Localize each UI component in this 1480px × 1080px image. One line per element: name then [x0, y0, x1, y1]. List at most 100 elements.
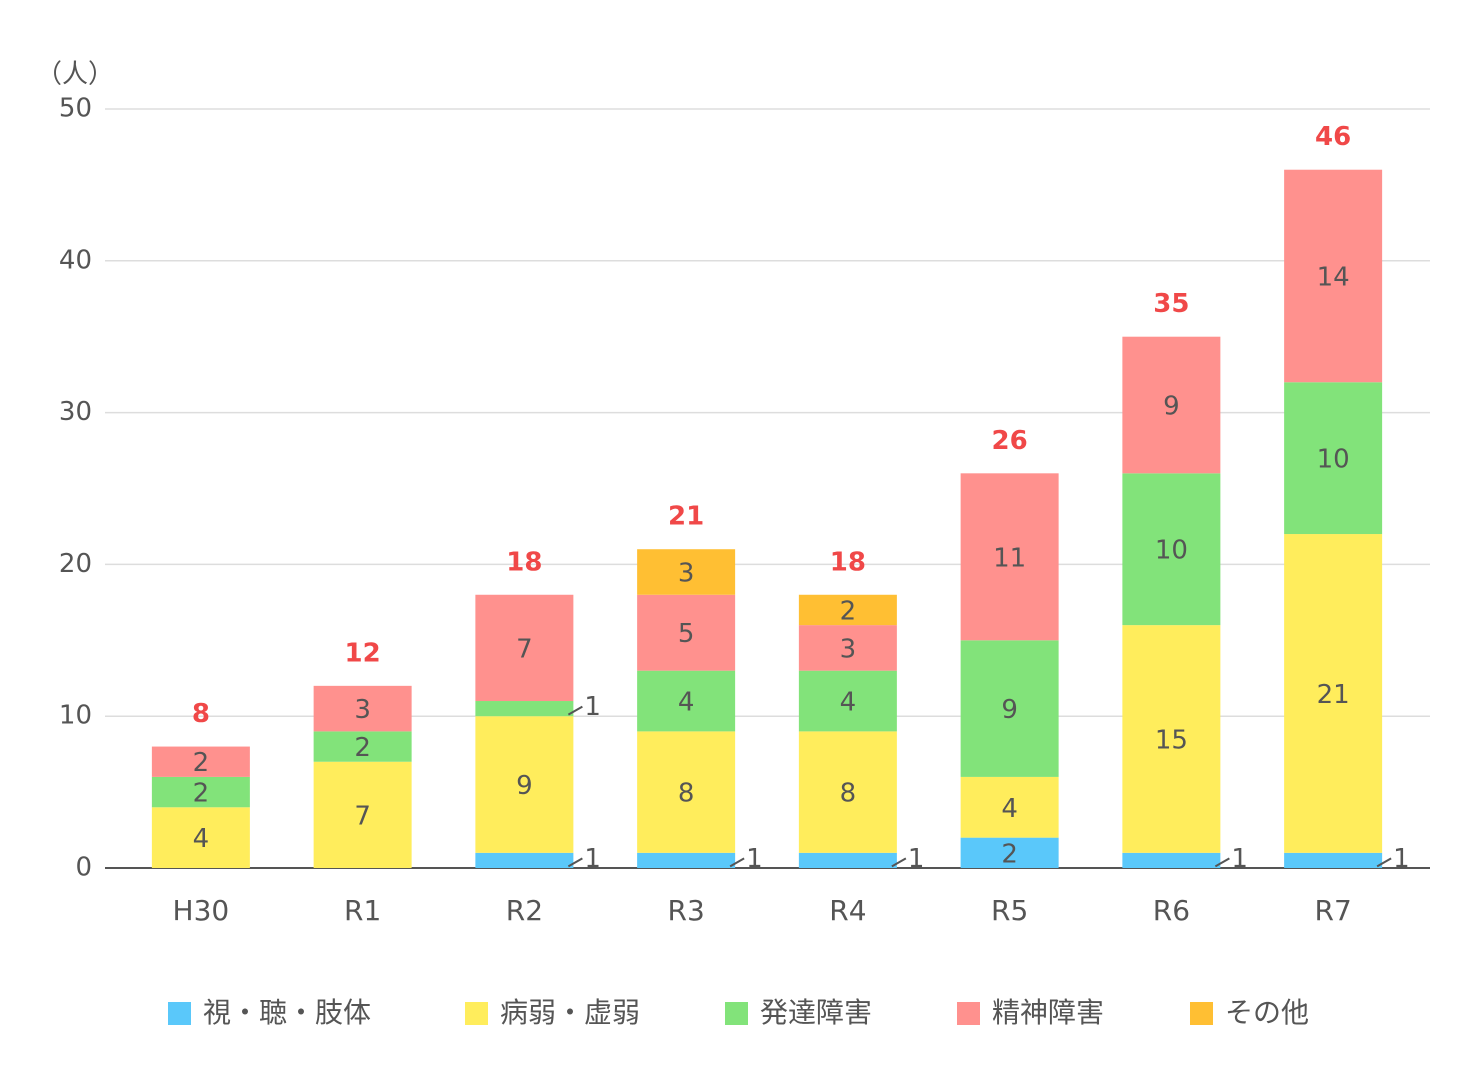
- bar-segment: [475, 701, 574, 717]
- bar-segment: [1122, 473, 1221, 626]
- y-tick-label: 10: [59, 701, 92, 731]
- segment-label: 8: [678, 779, 695, 809]
- legend-label: 病弱・虚弱: [500, 996, 640, 1029]
- bar-segment: [798, 670, 897, 732]
- segment-label: 1: [746, 844, 763, 874]
- x-tick-label: R3: [667, 894, 704, 927]
- legend-label: 視・聴・肢体: [203, 996, 371, 1029]
- bar-segment: [1122, 852, 1221, 868]
- bar-segment: [798, 625, 897, 671]
- segment-label: 5: [678, 619, 695, 649]
- total-label: 21: [668, 502, 704, 532]
- bar-segment: [475, 716, 574, 853]
- bar-segment: [1284, 382, 1383, 535]
- bar-segment: [1122, 625, 1221, 853]
- segment-label: 10: [1155, 536, 1188, 566]
- segment-label: 2: [193, 748, 210, 778]
- bar-segment: [960, 640, 1059, 777]
- legend-label: その他: [1225, 996, 1309, 1029]
- bar-segment: [313, 731, 412, 762]
- segment-label: 14: [1317, 262, 1350, 292]
- total-label: 8: [192, 699, 210, 729]
- x-tick-label: H30: [173, 894, 230, 927]
- legend-label: 精神障害: [992, 996, 1104, 1029]
- total-label: 26: [992, 426, 1028, 456]
- segment-label: 1: [1231, 844, 1248, 874]
- bar-segment: [960, 837, 1059, 868]
- bar-segment: [151, 776, 250, 808]
- y-tick-label: 30: [59, 397, 92, 427]
- total-label: 35: [1153, 289, 1189, 319]
- segment-label: 3: [354, 695, 371, 725]
- leader-line: [729, 857, 745, 868]
- segment-label: 3: [840, 634, 857, 664]
- segment-label: 15: [1155, 725, 1188, 755]
- x-tick-label: R7: [1314, 894, 1351, 927]
- leader-line: [567, 857, 583, 868]
- y-unit: （人）: [36, 60, 114, 90]
- segment-label: 8: [840, 779, 857, 809]
- segment-label: 11: [993, 543, 1026, 573]
- segment-label: 4: [678, 688, 695, 718]
- segment-label: 10: [1317, 445, 1350, 475]
- leader-line: [1214, 857, 1230, 868]
- x-tick-label: R2: [506, 894, 543, 927]
- segment-label: 2: [354, 733, 371, 763]
- bar-segment: [475, 594, 574, 702]
- y-tick-label: 40: [59, 245, 92, 275]
- bar-segment: [637, 549, 736, 595]
- segment-label: 4: [1001, 794, 1018, 824]
- bar-segment: [1284, 852, 1383, 868]
- bar-segment: [313, 685, 412, 732]
- segment-label: 4: [840, 688, 857, 718]
- leader-line: [891, 857, 907, 868]
- segment-label: 7: [516, 634, 533, 664]
- segment-label: 9: [1163, 392, 1180, 422]
- y-tick-label: 50: [59, 94, 92, 124]
- bar-segment: [637, 670, 736, 732]
- segment-label: 1: [584, 692, 601, 722]
- segment-label: 9: [1001, 695, 1018, 725]
- bar-segment: [1284, 169, 1383, 383]
- bar-segment: [960, 776, 1059, 838]
- x-tick-label: R5: [991, 894, 1028, 927]
- leader-line: [1376, 857, 1392, 868]
- bar-segment: [1284, 534, 1383, 853]
- bar-segment: [637, 594, 736, 671]
- segment-label: 9: [516, 771, 533, 801]
- x-tick-label: R6: [1153, 894, 1190, 927]
- total-label: 18: [830, 547, 866, 577]
- bar-segment: [637, 731, 736, 853]
- total-label: 12: [345, 638, 381, 668]
- y-tick-label: 20: [59, 549, 92, 579]
- segment-label: 1: [908, 844, 925, 874]
- segment-label: 2: [1001, 839, 1018, 869]
- segment-label: 4: [193, 824, 210, 854]
- total-label: 46: [1315, 122, 1351, 152]
- legend-swatch: [168, 1002, 191, 1025]
- segment-label: 7: [354, 801, 371, 831]
- bar-segment: [798, 731, 897, 853]
- y-tick-label: 0: [75, 853, 92, 883]
- bar-segment: [798, 594, 897, 626]
- bar-segment: [151, 807, 250, 868]
- legend-swatch: [725, 1002, 748, 1025]
- legend-swatch: [957, 1002, 980, 1025]
- bar-segment: [960, 473, 1059, 641]
- segment-label: 2: [193, 779, 210, 809]
- bar-segment: [798, 852, 897, 868]
- bar-segment: [475, 852, 574, 868]
- segment-label: 21: [1317, 680, 1350, 710]
- segment-label: 3: [678, 558, 695, 588]
- bar-segment: [151, 746, 250, 777]
- bar-segment: [637, 852, 736, 868]
- segment-label: 1: [1393, 844, 1410, 874]
- bar-segment: [1122, 336, 1221, 474]
- segment-label: 2: [840, 596, 857, 626]
- legend-swatch: [465, 1002, 488, 1025]
- legend-label: 発達障害: [760, 996, 872, 1029]
- leader-line: [567, 705, 583, 716]
- legend-swatch: [1190, 1002, 1213, 1025]
- segment-label: 1: [584, 844, 601, 874]
